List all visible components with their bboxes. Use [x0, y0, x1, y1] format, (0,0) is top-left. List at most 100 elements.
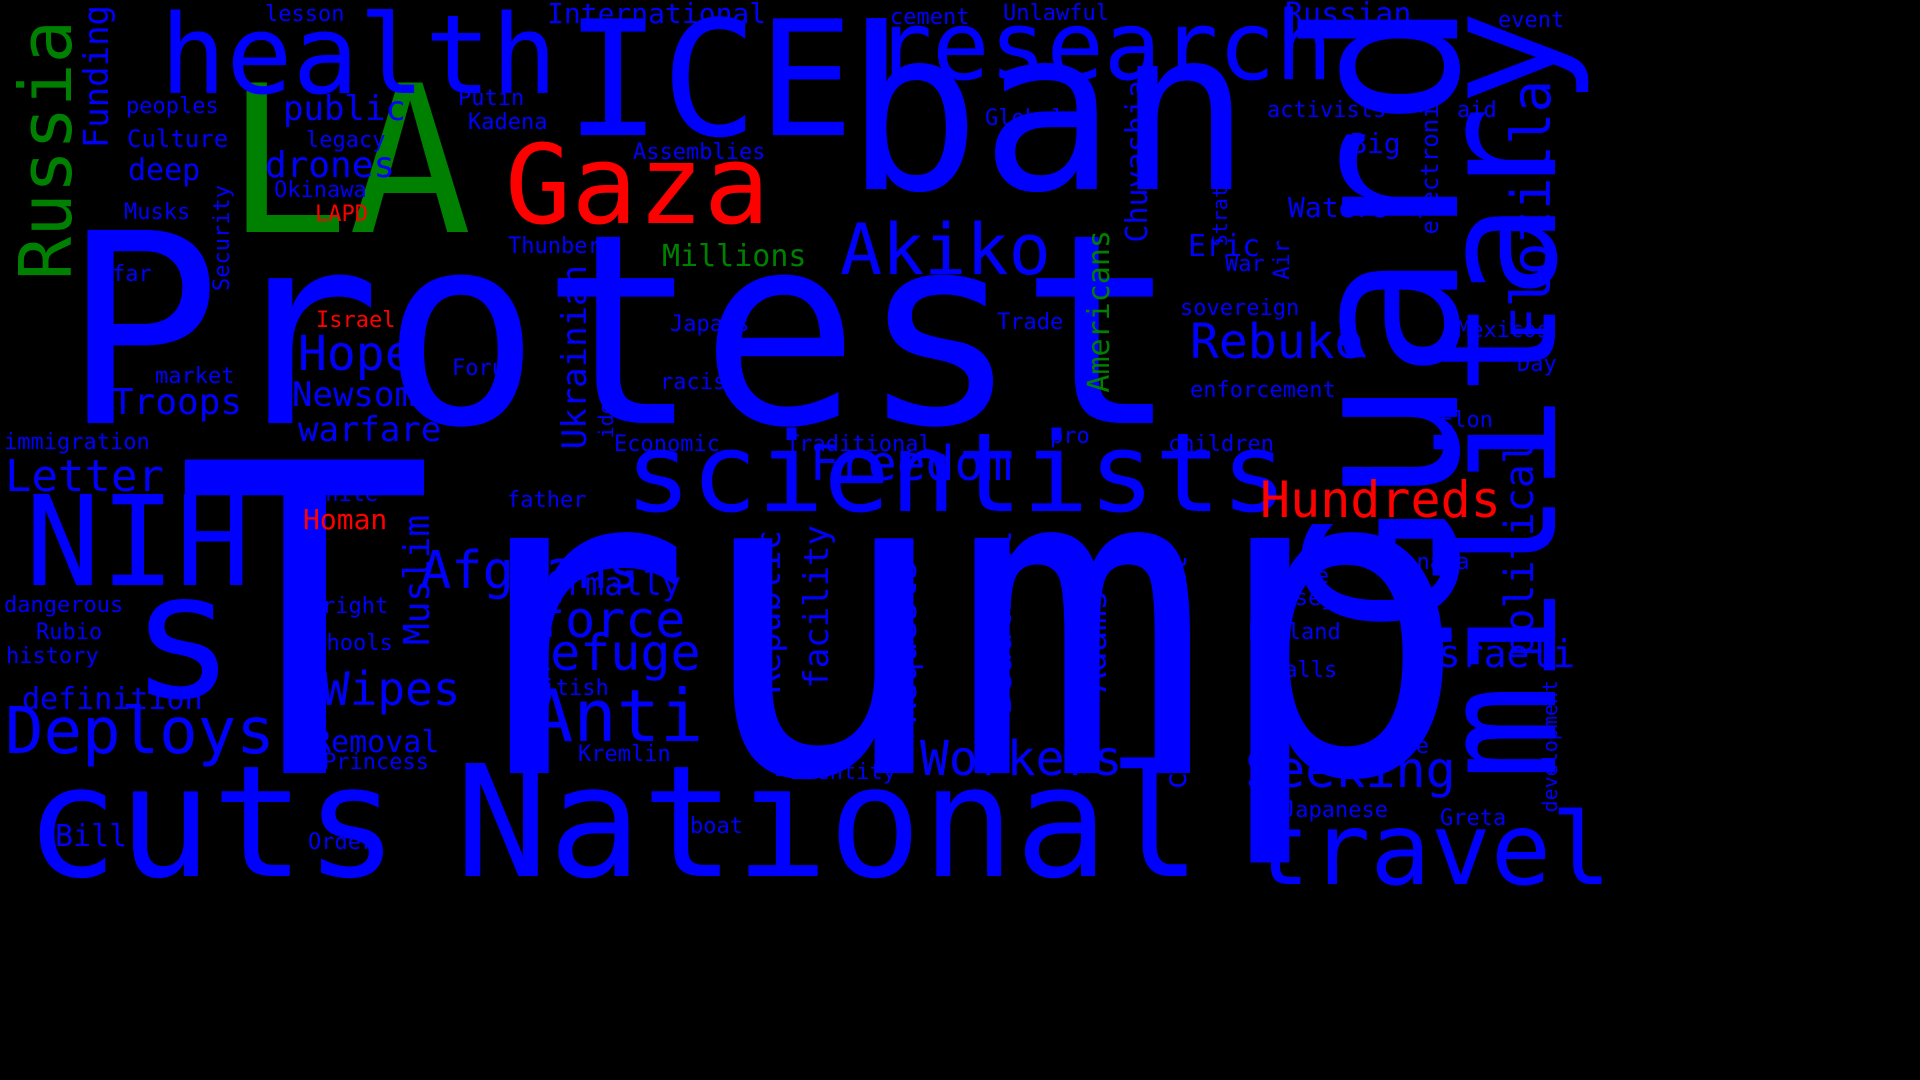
word-millions: Millions: [662, 239, 807, 274]
word-musks: Musks: [124, 200, 191, 225]
word-afghans: Afghans: [420, 541, 640, 601]
word-boat: boat: [690, 814, 743, 839]
word-elon: Elon: [1440, 408, 1493, 433]
word-cement: cement: [890, 5, 970, 30]
word-legacy: legacy: [306, 128, 386, 153]
word-requests: Requests: [885, 560, 925, 724]
word-waters: Waters: [1288, 191, 1390, 224]
word-big: Big: [1350, 127, 1401, 160]
word-protest: Protest: [62, 178, 1179, 486]
word-ukrainian: Ukrainian: [555, 265, 595, 450]
word-jersey: Jersey: [1255, 586, 1335, 611]
word-air: Air: [1270, 240, 1295, 280]
word-ban: ban: [845, 0, 1252, 243]
word-activists: activists: [1267, 98, 1387, 123]
word-drones: drones: [265, 145, 396, 186]
word-kremlin: Kremlin: [578, 742, 671, 767]
word-sovereign: sovereign: [1180, 296, 1300, 321]
word-electronic: electronic: [1416, 90, 1444, 235]
word-market: market: [155, 364, 235, 389]
word-lesson: lesson: [265, 2, 345, 27]
word-japans: Japans: [670, 312, 750, 337]
word-lapd: LAPD: [315, 202, 368, 227]
word-israel: Israel: [316, 308, 396, 333]
word-chuvashia: Chuvashia: [1120, 80, 1155, 243]
word-deep: deep: [128, 153, 201, 188]
word-trade: Trade: [997, 310, 1064, 335]
word-right: right: [322, 594, 389, 619]
word-trump: Trump: [175, 375, 1470, 875]
word-children: children: [1168, 432, 1274, 457]
word-workers: Workers: [920, 731, 1123, 787]
word-calls: Calls: [1271, 658, 1338, 683]
word-okinawa: Okinawa: [274, 178, 367, 203]
word-enforcement: enforcement: [1190, 378, 1336, 403]
word-deploys: Deploys: [5, 695, 275, 769]
word-ice: ICE: [565, 0, 854, 173]
word-greta: Greta: [1440, 806, 1507, 831]
word-thunberg: Thunberg: [508, 234, 614, 259]
word-political: political: [1497, 440, 1543, 657]
word-la: LA: [225, 43, 472, 281]
word-father: father: [507, 488, 587, 513]
word-removal: Removal: [313, 725, 440, 760]
word-russia: Russia: [4, 20, 88, 281]
word-research: research: [875, 0, 1333, 102]
word-white: White: [312, 482, 379, 507]
word-forum: Forum: [452, 356, 519, 381]
word-travel: travel: [1250, 791, 1612, 908]
word-s: s: [130, 536, 236, 739]
word-troops: Troops: [112, 382, 243, 423]
word-peoples: peoples: [126, 94, 219, 119]
word-freedom: Freedom: [810, 436, 1013, 492]
word-adams: Adams: [1075, 590, 1115, 693]
word-republic: Republic: [749, 530, 789, 694]
word-public: public: [283, 89, 406, 129]
word-pro: pro: [1050, 424, 1090, 449]
word-israeli: Israeli: [1415, 632, 1576, 676]
word-scientists: scientists: [625, 409, 1288, 537]
word-england: England: [1248, 620, 1341, 645]
word-gaza: Gaza: [505, 121, 770, 249]
word-homan: Homan: [303, 503, 388, 536]
word-seeking: Seeking: [1245, 741, 1456, 799]
word-funding: Funding: [77, 5, 117, 149]
word-day: Day: [1517, 352, 1557, 377]
word-hundreds: Hundreds: [1260, 471, 1501, 529]
word-flotilla: Flotilla: [1500, 80, 1563, 341]
word-economic: Economic: [614, 432, 720, 457]
word-health: health: [160, 0, 558, 119]
word-hope: Hope: [298, 326, 414, 382]
word-letter: Letter: [5, 451, 164, 502]
word-international: International: [547, 0, 767, 30]
word-cuts: cuts: [25, 732, 399, 913]
word-global: Global: [985, 106, 1065, 131]
word-development: development: [1538, 680, 1562, 813]
word-formally: Formally: [527, 565, 682, 603]
word-rebuke: Rebuke: [1190, 314, 1364, 370]
word-eric: Eric: [1188, 229, 1261, 264]
word-force: force: [535, 591, 686, 649]
word-muslim: Muslim: [397, 515, 438, 646]
word-dangerous: dangerous: [4, 593, 124, 618]
word-warfare: warfare: [298, 410, 442, 450]
word-princess: Princess: [323, 750, 429, 775]
word-russian: Russian: [1285, 0, 1412, 32]
word-rubio: Rubio: [36, 620, 103, 645]
word-traditional: Traditional: [786, 432, 932, 457]
word-british: British: [516, 676, 609, 701]
word-strategy: Strategy: [1208, 150, 1232, 247]
word-kadena: Kadena: [468, 110, 548, 135]
word-newsom: Newsom: [292, 375, 415, 415]
word-war: War: [1225, 252, 1265, 277]
word-far: far: [112, 262, 152, 287]
word-canada: Canada: [1390, 550, 1470, 575]
word-immigration: immigration: [4, 430, 150, 455]
word-japanese: Japanese: [1282, 798, 1388, 823]
word-security: Security: [210, 185, 235, 291]
word-assemblies: Assemblies: [633, 140, 766, 165]
word-definition: definition: [22, 682, 203, 717]
word-base: Base: [1276, 564, 1329, 589]
word-controversial: controversial: [1159, 555, 1194, 790]
